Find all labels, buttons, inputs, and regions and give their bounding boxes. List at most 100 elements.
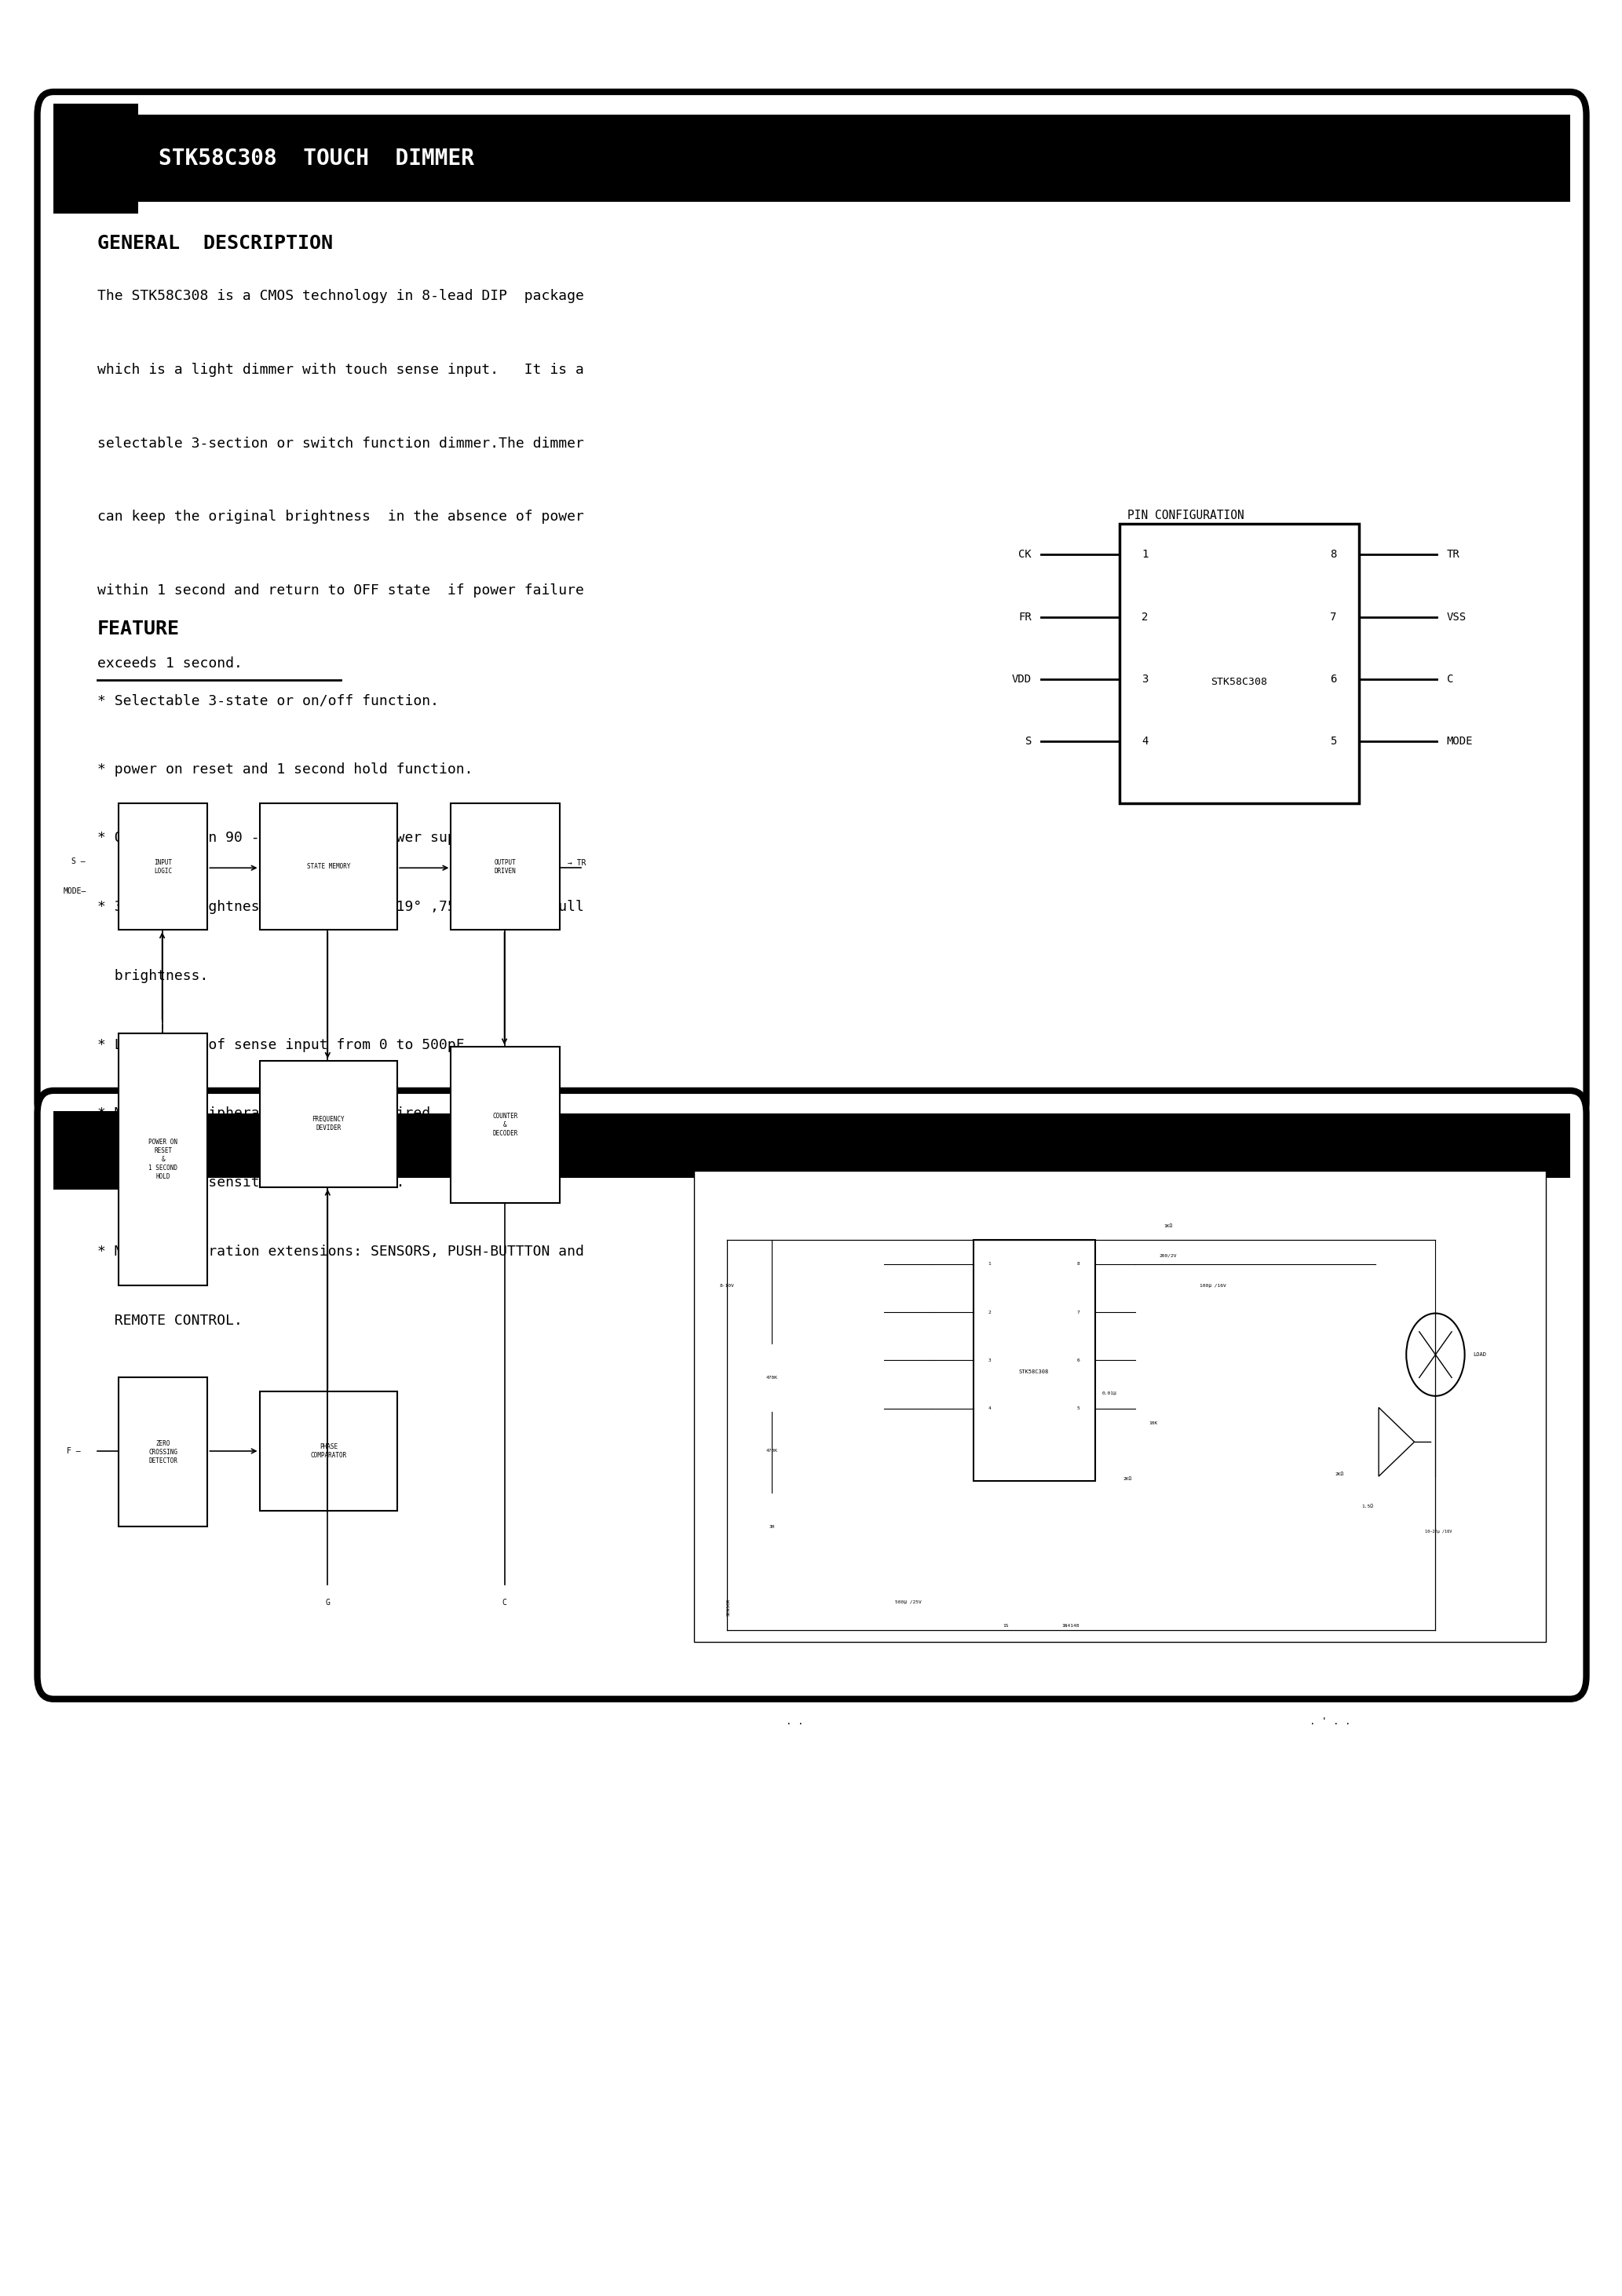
Bar [260,1061,397,1187]
Text: COUNTER
&
DECODER: COUNTER & DECODER [493,1114,517,1137]
Text: within 1 second and return to OFF state  if power failure: within 1 second and return to OFF state … [97,583,584,597]
Text: LOAD: LOAD [1473,1352,1486,1357]
Text: MODE—: MODE— [63,886,86,895]
Bar [54,1111,138,1189]
Text: 2: 2 [1142,611,1148,622]
Text: STK58C308: STK58C308 [1212,677,1267,687]
Text: F —: F — [67,1446,81,1456]
Text: 3: 3 [988,1359,991,1362]
Text: 8-10V: 8-10V [719,1283,735,1288]
Text: BLOCK  DIAGRAM: BLOCK DIAGRAM [248,1148,433,1171]
Text: can keep the original brightness  in the absence of power: can keep the original brightness in the … [97,510,584,523]
Bar [118,1378,208,1527]
Bar [451,804,560,930]
Text: MODE: MODE [1447,735,1473,746]
Text: * 3-state brightness control range:19° ,75° ,115° of full: * 3-state brightness control range:19° ,… [97,900,584,914]
Text: 1N4148: 1N4148 [1062,1623,1079,1628]
Text: 470K: 470K [766,1449,779,1453]
Text: 10K: 10K [1148,1421,1158,1426]
Text: OUTPUT
DRIVEN: OUTPUT DRIVEN [495,859,516,875]
Text: brightness.: brightness. [97,969,208,983]
Text: 10~22μ /16V: 10~22μ /16V [1426,1529,1452,1534]
Text: C: C [1447,673,1453,684]
Text: The STK58C308 is a CMOS technology in 8-lead DIP  package: The STK58C308 is a CMOS technology in 8-… [97,289,584,303]
Bar [1119,523,1359,804]
Text: exceeds 1 second.: exceeds 1 second. [97,657,242,670]
Text: 8: 8 [1330,549,1337,560]
Text: 6: 6 [1077,1359,1080,1362]
Text: CK: CK [1019,549,1032,560]
Bar [54,103,138,214]
FancyBboxPatch shape [37,1091,1586,1699]
Text: * Polarity insensitive with AC line.: * Polarity insensitive with AC line. [97,1176,404,1189]
Text: 3: 3 [1142,673,1148,684]
Text: . ' . .: . ' . . [1309,1717,1351,1727]
Text: 500μ /25V: 500μ /25V [895,1600,921,1605]
Text: REMOTE CONTROL.: REMOTE CONTROL. [97,1313,242,1327]
Text: 2KΩ: 2KΩ [1122,1476,1132,1481]
Bar [260,1391,397,1511]
Text: * Operating on 90 - 230V,50/60HZ power supply system.: * Operating on 90 - 230V,50/60HZ power s… [97,831,550,845]
Text: 1S: 1S [1002,1623,1009,1628]
Text: 1.5Ω: 1.5Ω [1361,1504,1374,1508]
Bar [260,804,397,930]
Text: S —: S — [71,856,86,866]
Text: 2: 2 [988,1311,991,1313]
Text: VDD: VDD [1012,673,1032,684]
Text: FREQUENCY
DEVIDER: FREQUENCY DEVIDER [311,1116,345,1132]
Text: 0.01μ: 0.01μ [1101,1391,1118,1396]
Text: 5: 5 [1330,735,1337,746]
Text: C: C [503,1598,506,1607]
Text: 7: 7 [1077,1311,1080,1313]
Text: PHASE
COMPARATOR: PHASE COMPARATOR [310,1444,347,1458]
Text: STATE MEMORY: STATE MEMORY [307,863,350,870]
Text: TR: TR [1447,549,1460,560]
Text: 200/2V: 200/2V [1160,1254,1176,1258]
Bar [694,1171,1546,1642]
Bar [54,115,1570,202]
Text: STK58C308  TOUCH  DIMMER: STK58C308 TOUCH DIMMER [159,147,475,170]
Text: 1: 1 [988,1263,991,1265]
Text: 100μ /16V: 100μ /16V [1200,1283,1226,1288]
Text: 1KΩ: 1KΩ [1163,1224,1173,1228]
Text: FEATURE: FEATURE [97,620,180,638]
Text: PIN CONFIGURATION: PIN CONFIGURATION [1127,510,1244,521]
Bar [118,804,208,930]
Text: INPUT
LOGIC: INPUT LOGIC [154,859,172,875]
Text: POWER ON
RESET
&
1 SECOND
HOLD: POWER ON RESET & 1 SECOND HOLD [149,1139,177,1180]
Text: 1: 1 [1142,549,1148,560]
Text: VSS: VSS [1447,611,1466,622]
Bar [118,1033,208,1286]
Text: G: G [326,1598,329,1607]
Text: 6: 6 [1330,673,1337,684]
Text: APPLICATION CIRCUIT: APPLICATION CIRCUIT [1061,1150,1275,1169]
Bar [973,1240,1095,1481]
Text: 4: 4 [988,1407,991,1410]
Bar [451,1047,560,1203]
Text: * power on reset and 1 second hold function.: * power on reset and 1 second hold funct… [97,762,474,776]
Text: * Selectable 3-state or on/off function.: * Selectable 3-state or on/off function. [97,693,440,707]
Text: S: S [1025,735,1032,746]
Text: STK58C308: STK58C308 [1019,1368,1049,1375]
FancyBboxPatch shape [37,92,1586,1125]
Text: * Minimum peripheral component required.: * Minimum peripheral component required. [97,1107,440,1120]
Text: selectable 3-section or switch function dimmer.The dimmer: selectable 3-section or switch function … [97,436,584,450]
Text: → TR: → TR [568,859,586,868]
Bar [54,1114,1570,1178]
Text: which is a light dimmer with touch sense input.   It is a: which is a light dimmer with touch sense… [97,363,584,377]
Text: 4: 4 [1142,735,1148,746]
Text: 8: 8 [1077,1263,1080,1265]
Text: FR: FR [1019,611,1032,622]
Text: * Load range of sense input from 0 to 500pF.: * Load range of sense input from 0 to 50… [97,1038,474,1052]
Text: ZERO
CROSSING
DETECTOR: ZERO CROSSING DETECTOR [149,1440,177,1465]
Text: 7: 7 [1330,611,1337,622]
Text: 470K: 470K [766,1375,779,1380]
Text: APPLICATION CIRCUIT: APPLICATION CIRCUIT [697,1153,772,1159]
Text: 3H: 3H [769,1525,775,1529]
Text: . .: . . [787,1717,803,1727]
Text: 5: 5 [1077,1407,1080,1410]
Text: 2KΩ: 2KΩ [1335,1472,1345,1476]
Text: SENSOR: SENSOR [727,1598,730,1616]
Text: * Maximum operation extensions: SENSORS, PUSH-BUTTTON and: * Maximum operation extensions: SENSORS,… [97,1244,584,1258]
Text: GENERAL  DESCRIPTION: GENERAL DESCRIPTION [97,234,333,253]
